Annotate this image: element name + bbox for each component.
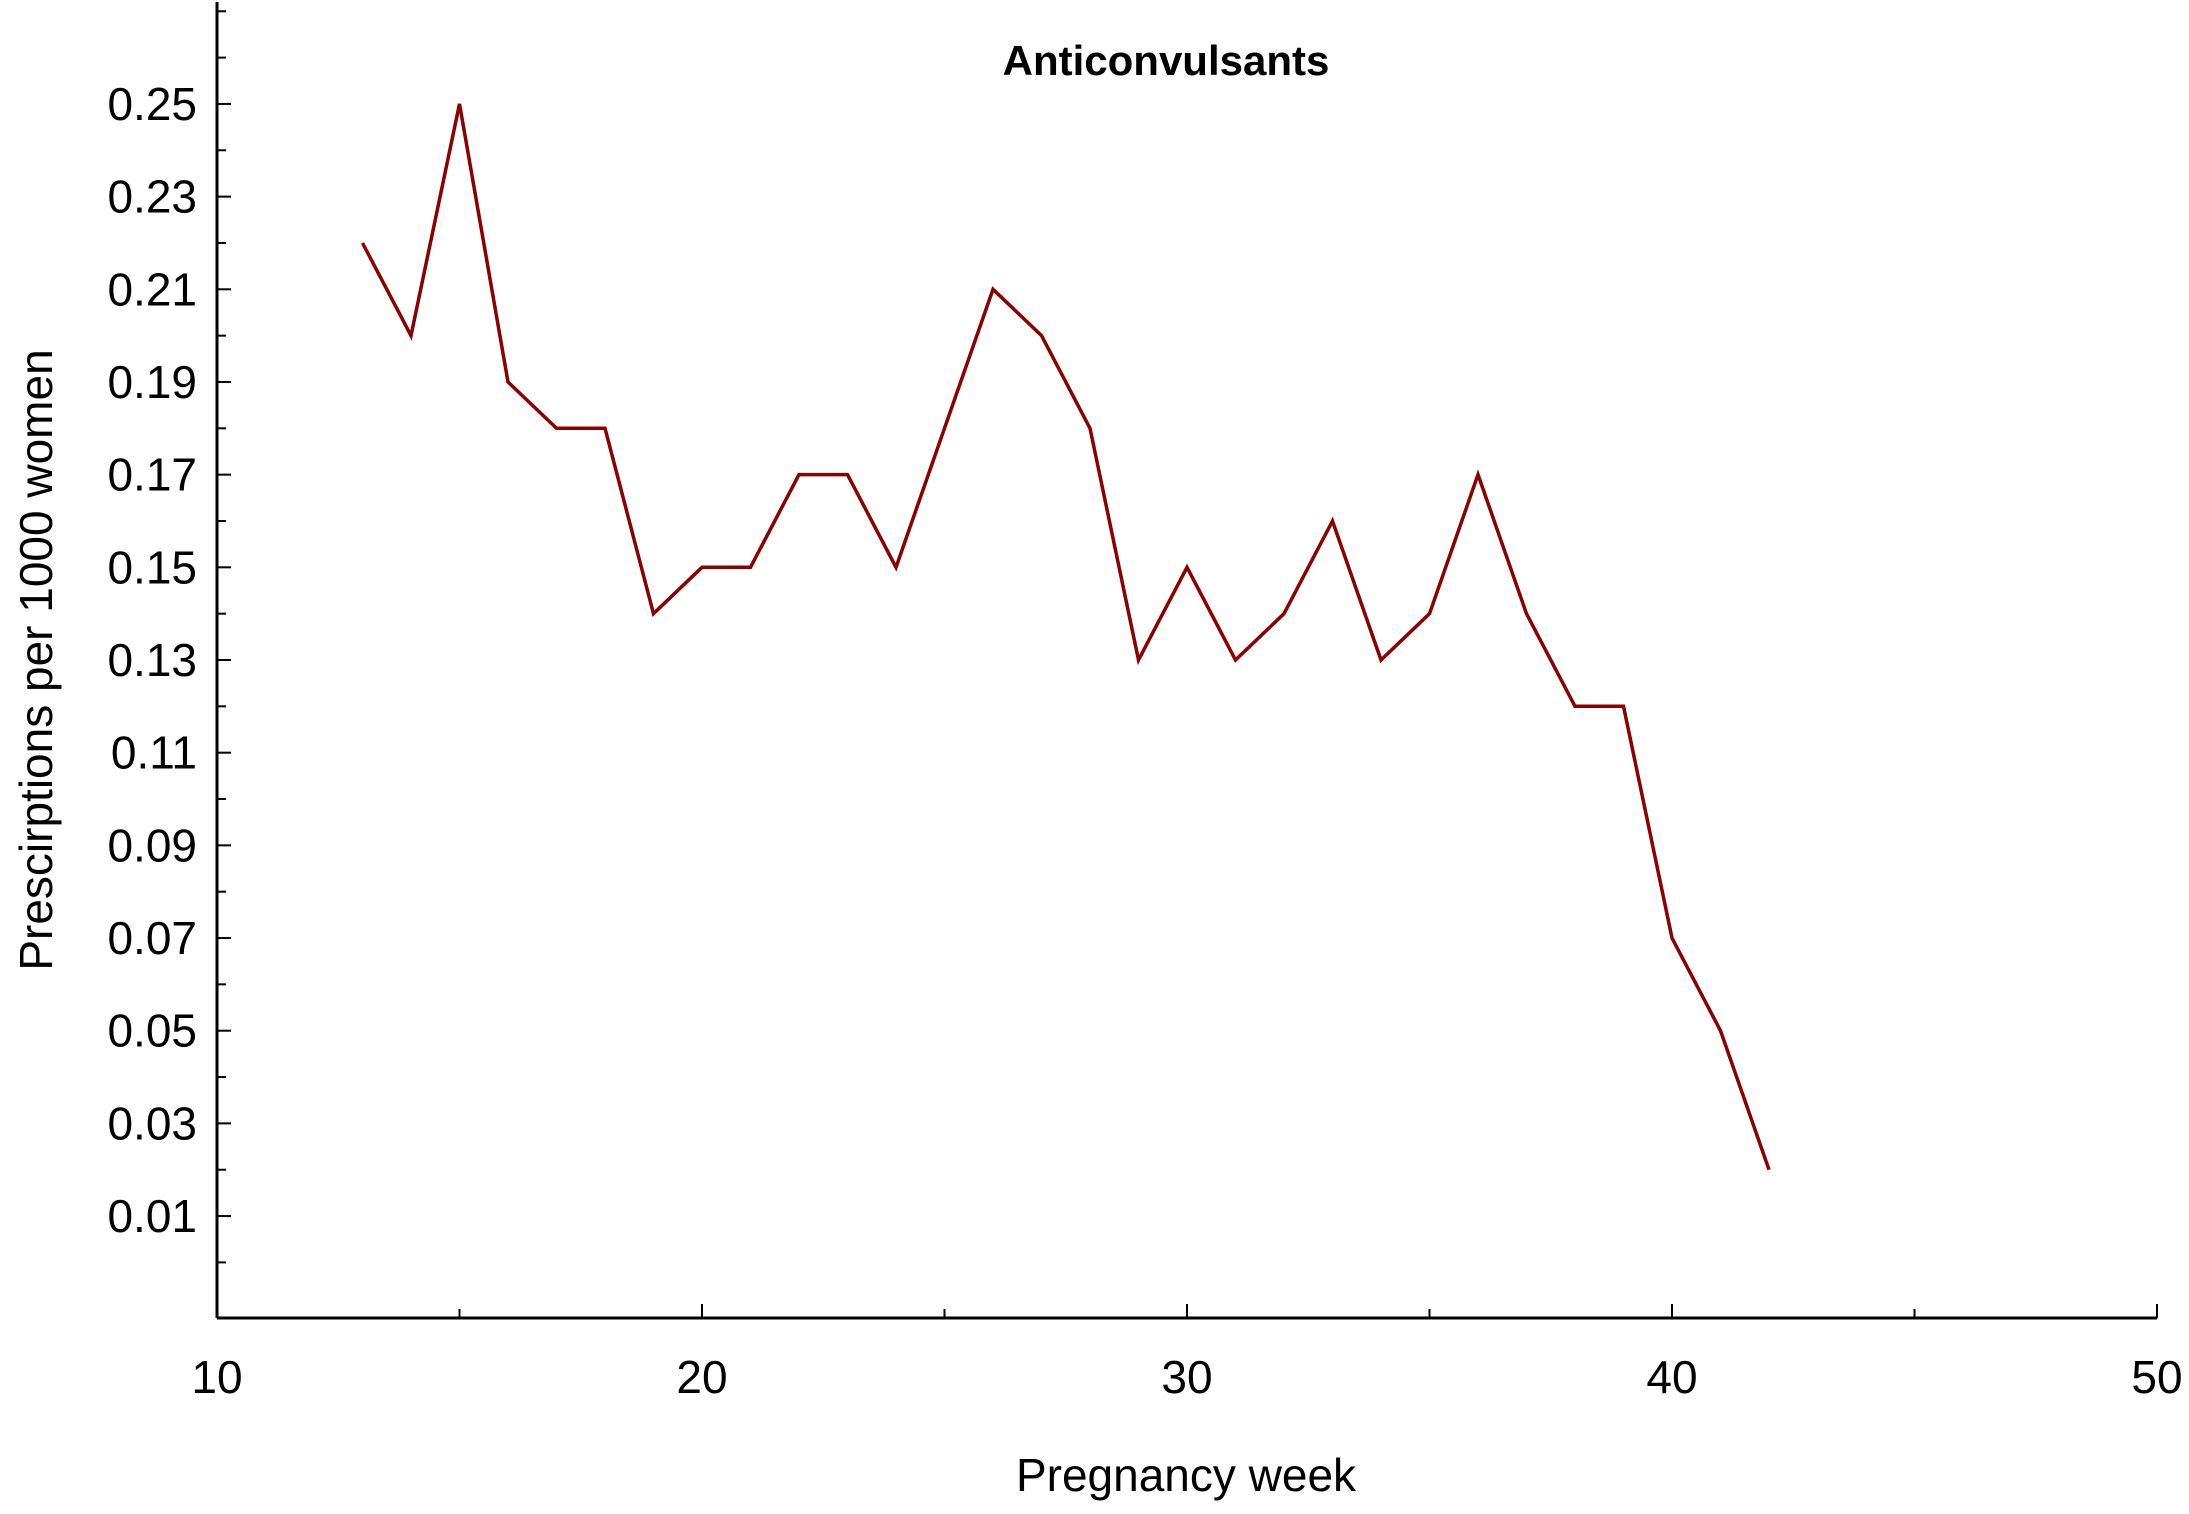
- x-tick-label: 40: [1646, 1351, 1697, 1403]
- x-tick-label: 20: [676, 1351, 727, 1403]
- series-layer: [360, 103, 1771, 1171]
- y-tick-label: 0.09: [107, 819, 197, 871]
- y-tick-label: 0.19: [107, 356, 197, 408]
- chart-title: Anticonvulsants: [1003, 37, 1330, 84]
- y-tick-label: 0.15: [107, 541, 197, 593]
- y-tick-label: 0.05: [107, 1005, 197, 1057]
- y-tick-label: 0.13: [107, 634, 197, 686]
- y-tick-label: 0.07: [107, 912, 197, 964]
- y-tick-label: 0.17: [107, 449, 197, 501]
- x-tick-label: 50: [2131, 1351, 2182, 1403]
- x-tick-label: 30: [1161, 1351, 1212, 1403]
- x-axis-ticks: 10 20 30 40 50: [191, 1304, 2183, 1403]
- x-axis-title: Pregnancy week: [1016, 1449, 1357, 1501]
- axes: [215, 2, 2157, 1320]
- y-tick-label: 0.25: [107, 78, 197, 130]
- y-tick-label: 0.11: [111, 727, 197, 779]
- y-tick-label: 0.03: [107, 1097, 197, 1149]
- y-tick-label: 0.23: [107, 171, 197, 223]
- x-tick-label: 10: [191, 1351, 242, 1403]
- y-tick-label: 0.21: [107, 263, 197, 315]
- y-axis-title: Prescirptions per 1000 women: [10, 349, 62, 970]
- y-tick-label: 0.01: [107, 1190, 197, 1242]
- series-line: [360, 103, 1771, 1171]
- y-axis-ticks: 0.01 0.03 0.05 0.07 0.09 0.11 0.13 0.15 0.17 0.19…: [107, 10, 231, 1264]
